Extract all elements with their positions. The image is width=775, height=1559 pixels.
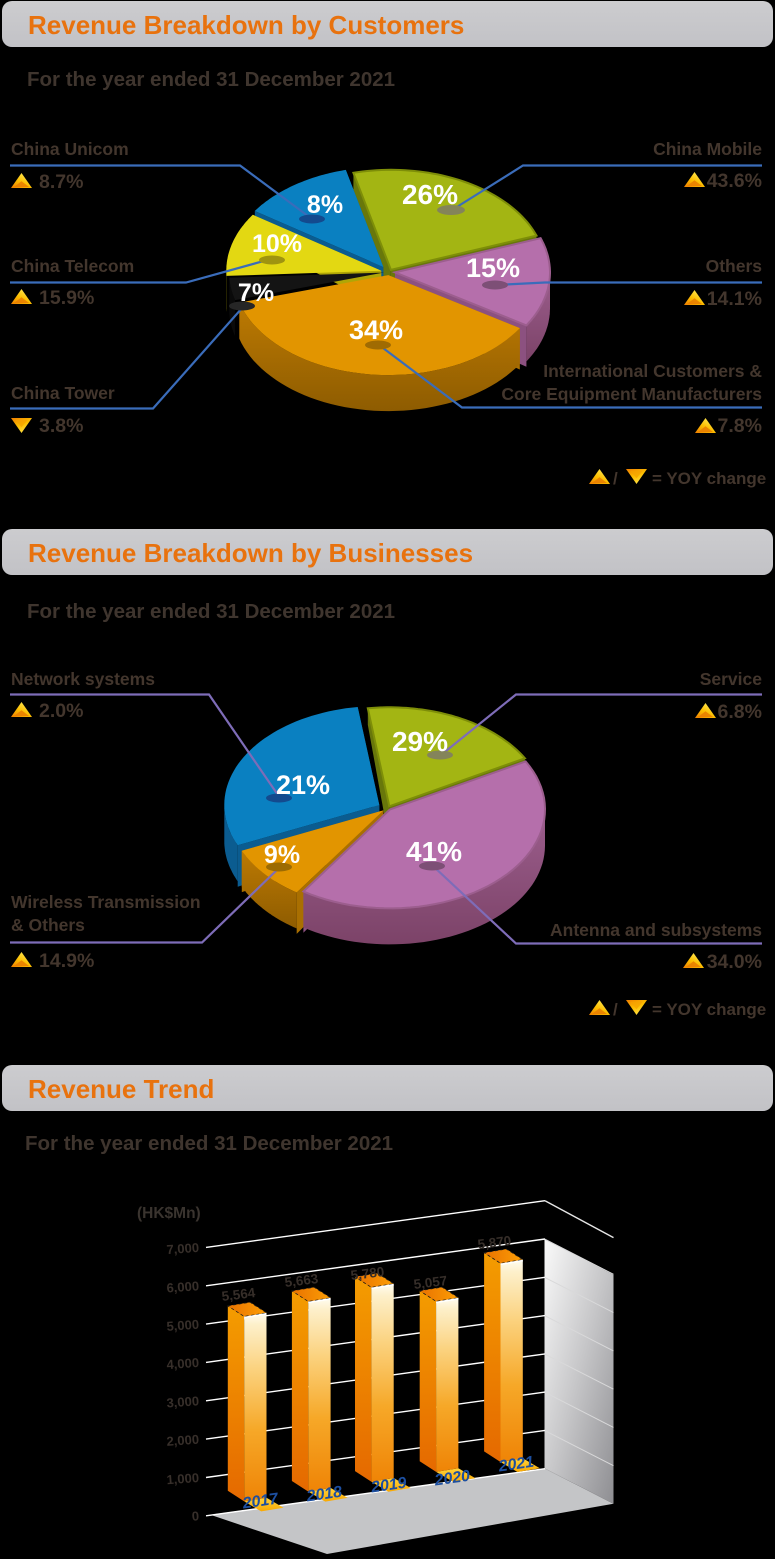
svg-text:41%: 41% <box>406 836 462 867</box>
svg-text:4,000: 4,000 <box>166 1355 200 1372</box>
svg-text:& Others: & Others <box>11 915 85 935</box>
svg-text:8.7%: 8.7% <box>39 171 83 193</box>
svg-text:15%: 15% <box>466 253 520 283</box>
svg-text:14.1%: 14.1% <box>707 288 762 310</box>
svg-text:= YOY change: = YOY change <box>652 1000 766 1019</box>
svg-text:For the year ended 31 December: For the year ended 31 December 2021 <box>25 1132 393 1155</box>
svg-text:Others: Others <box>706 256 763 276</box>
svg-text:7%: 7% <box>238 279 274 307</box>
svg-text:China Unicom: China Unicom <box>11 139 129 159</box>
svg-text:7,000: 7,000 <box>166 1240 200 1257</box>
svg-text:China Tower: China Tower <box>11 383 115 403</box>
svg-text:34.0%: 34.0% <box>707 951 762 973</box>
svg-text:0: 0 <box>191 1508 199 1523</box>
svg-text:3,000: 3,000 <box>166 1393 200 1410</box>
svg-text:8%: 8% <box>307 191 343 219</box>
svg-text:/: / <box>613 469 618 488</box>
svg-text:2,000: 2,000 <box>166 1432 200 1449</box>
svg-text:9%: 9% <box>264 841 300 869</box>
svg-text:Antenna and subsystems: Antenna and subsystems <box>550 920 762 940</box>
svg-text:14.9%: 14.9% <box>39 950 94 972</box>
svg-text:2.0%: 2.0% <box>39 700 83 722</box>
svg-text:For the year ended 31 December: For the year ended 31 December 2021 <box>27 600 395 623</box>
svg-text:10%: 10% <box>252 230 302 258</box>
svg-text:Revenue Breakdown by Businesse: Revenue Breakdown by Businesses <box>28 538 473 568</box>
svg-text:China Telecom: China Telecom <box>11 256 134 276</box>
svg-text:Core Equipment Manufacturers: Core Equipment Manufacturers <box>501 384 762 404</box>
svg-text:29%: 29% <box>392 726 448 757</box>
svg-text:Revenue Trend: Revenue Trend <box>28 1074 214 1104</box>
svg-text:43.6%: 43.6% <box>707 170 762 192</box>
svg-text:Network systems: Network systems <box>11 669 155 689</box>
svg-text:Wireless Transmission: Wireless Transmission <box>11 892 201 912</box>
svg-text:/: / <box>613 1000 618 1019</box>
svg-text:International Customers &: International Customers & <box>543 361 762 381</box>
svg-text:1,000: 1,000 <box>166 1470 200 1487</box>
svg-text:For the year ended 31 December: For the year ended 31 December 2021 <box>27 68 395 91</box>
svg-text:3.8%: 3.8% <box>39 415 83 437</box>
svg-text:6,000: 6,000 <box>166 1278 200 1295</box>
svg-text:21%: 21% <box>276 770 330 800</box>
svg-text:6.8%: 6.8% <box>718 701 762 723</box>
svg-text:(HK$Mn): (HK$Mn) <box>137 1205 201 1222</box>
svg-text:Revenue Breakdown by Customers: Revenue Breakdown by Customers <box>28 10 464 40</box>
svg-text:5,000: 5,000 <box>166 1317 200 1334</box>
svg-text:China Mobile: China Mobile <box>653 139 762 159</box>
svg-text:34%: 34% <box>349 315 403 345</box>
svg-text:26%: 26% <box>402 179 458 210</box>
svg-text:7.8%: 7.8% <box>718 415 762 437</box>
svg-text:= YOY change: = YOY change <box>652 469 766 488</box>
svg-text:15.9%: 15.9% <box>39 287 94 309</box>
svg-text:Service: Service <box>700 669 763 689</box>
